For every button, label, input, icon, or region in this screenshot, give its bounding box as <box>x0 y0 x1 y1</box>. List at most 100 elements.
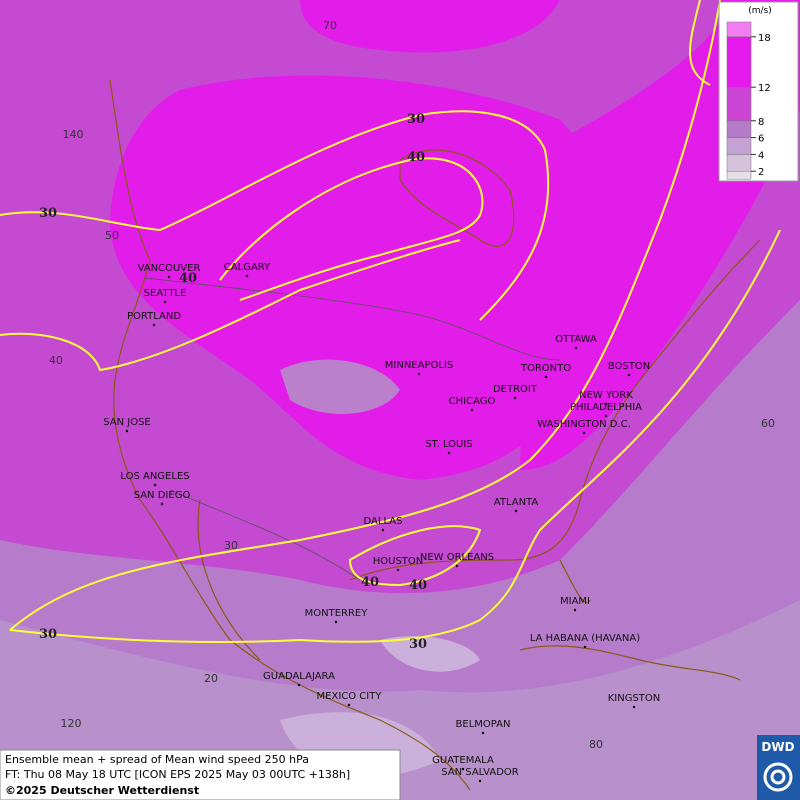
city-dot <box>461 767 465 771</box>
city-dot <box>347 703 351 707</box>
legend-swatch <box>726 170 752 180</box>
city-dot <box>513 396 517 400</box>
city-dot <box>573 608 577 612</box>
city-labels: VANCOUVER CALGARY SEATTLE PORTLAND SAN JOSE L… <box>103 262 660 783</box>
city-label: PHILADELPHIA <box>570 402 642 413</box>
city-dot <box>455 564 459 568</box>
contour-30 <box>9 0 721 631</box>
city-dot <box>574 346 578 350</box>
city-label: TORONTO <box>520 363 571 374</box>
city-dot <box>153 483 157 487</box>
city-dot <box>125 429 129 433</box>
legend-tick-label: 8 <box>758 117 764 128</box>
city-dot <box>627 373 631 377</box>
logo-text: DWD <box>761 740 794 754</box>
city-label: LA HABANA (HAVANA) <box>530 633 640 644</box>
borders <box>144 277 561 581</box>
legend-swatch <box>726 21 752 38</box>
grid-label: 140 <box>63 128 84 141</box>
legend-tick-label: 12 <box>758 83 771 94</box>
city-label: SAN DIEGO <box>134 490 191 501</box>
coastline <box>197 499 261 661</box>
city-dot <box>481 731 485 735</box>
city-label: WASHINGTON D.C. <box>537 419 631 430</box>
city-dot <box>544 375 548 379</box>
field-12 <box>300 0 560 53</box>
city-dot <box>334 620 338 624</box>
city-dot <box>160 502 164 506</box>
city-dot <box>604 402 608 406</box>
city-dot <box>514 509 518 513</box>
contour-labels: 30 30 40 40 40 40 30 30 30 <box>39 112 427 652</box>
city-label: BELMOPAN <box>456 719 511 730</box>
city-dot <box>396 568 400 572</box>
grid-label: 50 <box>105 229 119 242</box>
city-dot <box>604 414 608 418</box>
city-label: NEW ORLEANS <box>420 552 494 563</box>
city-label: MINNEAPOLIS <box>385 360 453 371</box>
city-label: MEXICO CITY <box>317 691 383 702</box>
border <box>169 489 361 581</box>
border <box>144 277 561 361</box>
contour-label: 40 <box>407 150 425 165</box>
legend-tick-label: 6 <box>758 134 764 145</box>
contour-label: 30 <box>39 206 57 221</box>
legend-tick-label: 4 <box>758 150 764 161</box>
coastline <box>349 239 761 581</box>
city-label: LOS ANGELES <box>120 471 189 482</box>
city-label: VANCOUVER <box>138 263 201 274</box>
contour-label: 30 <box>409 637 427 652</box>
city-label: SEATTLE <box>144 288 187 299</box>
city-label: BOSTON <box>608 361 650 372</box>
grid-label: 60 <box>761 417 775 430</box>
legend-tick-label: 18 <box>758 33 771 44</box>
city-label: DALLAS <box>364 516 403 527</box>
grid-label: 40 <box>49 354 63 367</box>
contour-label: 40 <box>409 578 427 593</box>
city-dot <box>245 274 249 278</box>
legend-swatch <box>726 120 752 138</box>
city-dot <box>583 645 587 649</box>
legend-swatch <box>726 154 752 172</box>
contour-40 <box>219 157 484 301</box>
grid-label: 30 <box>224 539 238 552</box>
city-label: GUADALAJARA <box>263 671 335 682</box>
city-dot <box>163 300 167 304</box>
contour-30 <box>0 110 550 321</box>
city-label: PORTLAND <box>127 311 181 322</box>
contour-30 <box>9 229 781 643</box>
contour-label: 40 <box>179 271 197 286</box>
city-label: CALGARY <box>224 262 271 273</box>
grid-label: 80 <box>589 738 603 751</box>
legend-unit: (m/s) <box>748 6 772 16</box>
city-label: CHICAGO <box>449 396 496 407</box>
contour-30 <box>689 0 711 86</box>
legend: (m/s) 2 4 6 8 12 18 <box>718 1 799 182</box>
city-label: MONTERREY <box>305 608 369 619</box>
grid-label: 20 <box>204 672 218 685</box>
city-label: GUATEMALA <box>432 755 494 766</box>
field-12 <box>110 75 621 481</box>
logo-swirl <box>763 762 793 792</box>
city-dot <box>152 323 156 327</box>
grid-labels: 70 140 50 40 30 20 120 80 60 <box>49 19 775 751</box>
coastline <box>519 645 741 681</box>
city-label: MIAMI <box>560 596 590 607</box>
legend-swatch <box>726 137 752 155</box>
logo-swirl <box>770 769 786 785</box>
city-dot <box>417 372 421 376</box>
contour-40 <box>348 525 482 587</box>
city-dot <box>582 431 586 435</box>
city-dot <box>447 451 451 455</box>
coastline <box>559 559 591 604</box>
city-label: ATLANTA <box>494 497 539 508</box>
city-dot <box>632 705 636 709</box>
city-label: OTTAWA <box>555 334 597 345</box>
city-dot <box>478 779 482 783</box>
city-label: ST. LOUIS <box>425 439 472 450</box>
city-dot <box>167 275 171 279</box>
city-dot <box>297 683 301 687</box>
contour-30 <box>0 239 461 372</box>
city-label: NEW YORK <box>579 390 633 401</box>
